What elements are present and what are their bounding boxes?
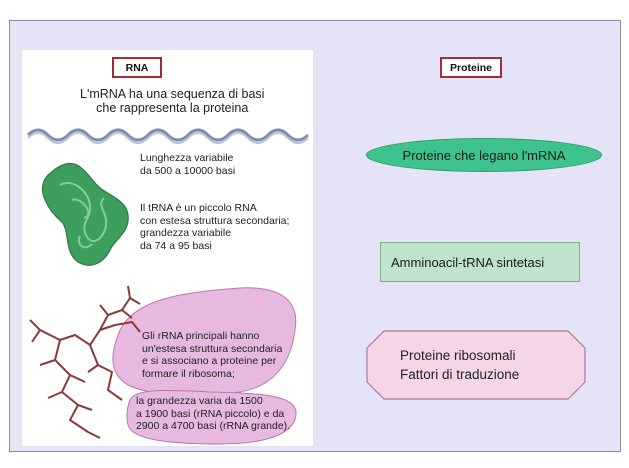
translation-factors-label: Fattori di traduzione: [400, 367, 520, 382]
mrna-description: L'mRNA ha una sequenza di basi che rappr…: [80, 87, 264, 115]
rrna-secondary-structure: [29, 285, 141, 439]
trna-inner-loops: [59, 182, 108, 249]
ribosomal-text: Proteine ribosomali Fattori di traduzion…: [400, 346, 519, 384]
ribosomal-proteins-label: Proteine ribosomali: [400, 348, 516, 363]
mrna-length-line-1: Lunghezza variabile: [140, 152, 234, 164]
rrna-size-line-2: a 1900 basi (rRNA piccolo) e da: [136, 407, 285, 420]
proteine-header: Proteine: [440, 57, 502, 78]
mrna-binding-proteins-ellipse: Proteine che legano l'mRNA: [366, 138, 602, 172]
mrna-strand-shadow: [27, 132, 309, 144]
ribosomal-octagon: [366, 330, 586, 400]
trna-line-1: Il tRNA è un piccolo RNA: [140, 202, 257, 214]
rrna-line-4: formare il ribosoma;: [142, 367, 235, 380]
rrna-upper-blob: [112, 287, 297, 396]
rrna-size-line-1: la grandezza varia da 1500: [136, 395, 263, 407]
trna-line-3: grandezza variabile: [140, 227, 232, 239]
mrna-length: Lunghezza variabile da 500 a 10000 basi: [140, 152, 235, 177]
rrna-lower-blob: [126, 389, 297, 445]
rrna-size-line-3: 2900 a 4700 basi (rRNA grande).: [136, 420, 291, 432]
mrna-description-line-2: che rappresenta la proteina: [96, 101, 249, 115]
rrna-line-2: un'estesa struttura secondaria: [142, 342, 283, 355]
rrna-size: la grandezza varia da 1500 a 1900 basi (…: [136, 395, 290, 433]
mrna-length-line-2: da 500 a 10000 basi: [140, 164, 236, 177]
trna-line-4: da 74 a 95 basi: [140, 239, 212, 252]
rna-header: RNA: [112, 57, 162, 78]
rrna-description: Gli rRNA principali hanno un'estesa stru…: [142, 330, 282, 380]
trna-illustration: [41, 162, 129, 266]
mrna-description-line-1: L'mRNA ha una sequenza di basi: [80, 87, 265, 101]
synthetase-label: Amminoacil-tRNA sintetasi: [391, 254, 545, 270]
rrna-line-1: Gli rRNA principali hanno: [142, 330, 260, 342]
rrna-line-3: e si associano a proteine per: [142, 355, 277, 367]
trna-line-2: con estesa struttura secondaria;: [140, 214, 290, 227]
synthetase-box: Amminoacil-tRNA sintetasi: [380, 242, 580, 282]
trna-description: Il tRNA è un piccolo RNA con estesa stru…: [140, 202, 289, 252]
mrna-strand-illustration: [26, 128, 310, 142]
mrna-binding-proteins-label: Proteine che legano l'mRNA: [402, 147, 566, 163]
